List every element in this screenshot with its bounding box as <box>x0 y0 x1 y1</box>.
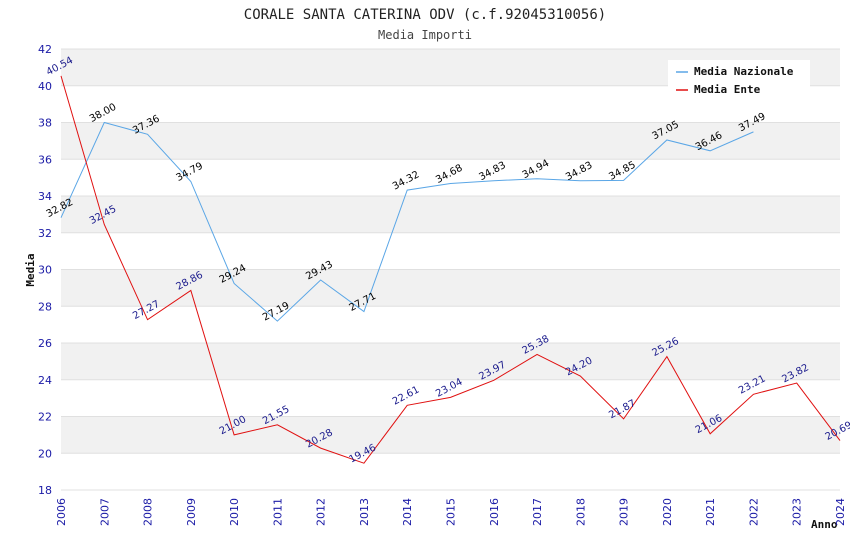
x-tick-label: 2022 <box>747 498 760 526</box>
x-axis-label: Anno <box>811 518 838 531</box>
x-tick-label: 2024 <box>834 498 847 526</box>
y-axis-label: Media <box>24 253 37 286</box>
y-tick-label: 20 <box>38 447 52 460</box>
y-tick-label: 22 <box>38 411 52 424</box>
legend-label-media-nazionale: Media Nazionale <box>694 65 794 78</box>
y-tick-label: 28 <box>38 300 52 313</box>
grid-band <box>61 196 840 233</box>
x-tick-label: 2016 <box>488 498 501 526</box>
y-tick-label: 24 <box>38 374 52 387</box>
x-tick-label: 2023 <box>791 498 804 526</box>
x-tick-label: 2010 <box>228 498 241 526</box>
data-label-media-nazionale: 34.94 <box>521 158 551 181</box>
data-label-media-nazionale: 34.85 <box>607 160 637 183</box>
x-tick-label: 2008 <box>142 498 155 526</box>
x-tick-label: 2018 <box>574 498 587 526</box>
chart-title: CORALE SANTA CATERINA ODV (c.f.920453100… <box>244 7 606 23</box>
x-tick-label: 2011 <box>271 498 284 526</box>
data-label-media-nazionale: 34.83 <box>477 160 507 183</box>
grid-band <box>61 416 840 454</box>
data-label-media-nazionale: 38.00 <box>88 102 118 125</box>
y-tick-label: 26 <box>38 337 52 350</box>
y-tick-label: 32 <box>38 227 52 240</box>
y-tick-label: 38 <box>38 117 52 130</box>
y-tick-label: 40 <box>38 80 52 93</box>
x-tick-label: 2021 <box>704 498 717 526</box>
y-tick-label: 30 <box>38 264 52 277</box>
grid-lines <box>61 48 840 491</box>
x-tick-label: 2019 <box>618 498 631 526</box>
data-labels: 32.8238.0037.3634.7929.2427.1929.4327.71… <box>45 55 850 466</box>
x-tick-label: 2015 <box>445 498 458 526</box>
x-tick-label: 2013 <box>358 498 371 526</box>
series-line-media-nazionale <box>60 121 754 322</box>
legend-box <box>668 60 810 100</box>
x-tick-label: 2012 <box>315 498 328 526</box>
y-tick-label: 18 <box>38 484 52 497</box>
y-tick-label: 36 <box>38 153 52 166</box>
grid-band <box>61 269 840 307</box>
x-tick-label: 2007 <box>98 498 111 526</box>
chart-subtitle: Media Importi <box>378 28 472 42</box>
x-tick-label: 2014 <box>401 498 414 526</box>
legend-label-media-ente: Media Ente <box>694 83 761 96</box>
x-tick-label: 2009 <box>185 498 198 526</box>
grid-band <box>61 343 840 380</box>
series-line-media-ente <box>60 75 841 464</box>
grid-band <box>61 122 840 160</box>
y-tick-label: 34 <box>38 190 52 203</box>
x-tick-label: 2017 <box>531 498 544 526</box>
legend: Media Nazionale Media Ente <box>668 60 810 100</box>
x-tick-label: 2006 <box>55 498 68 526</box>
x-tick-label: 2020 <box>661 498 674 526</box>
data-label-media-nazionale: 34.83 <box>564 160 594 183</box>
data-label-media-ente: 22.61 <box>391 385 421 408</box>
y-tick-label: 42 <box>38 43 52 56</box>
series-lines <box>60 75 841 464</box>
y-axis-ticks: 18 20 22 24 26 28 30 32 34 36 38 40 42 <box>38 43 52 497</box>
x-axis-ticks: 2006 2007 2008 2009 2010 2011 2012 2013 2014 2015… <box>55 498 847 526</box>
